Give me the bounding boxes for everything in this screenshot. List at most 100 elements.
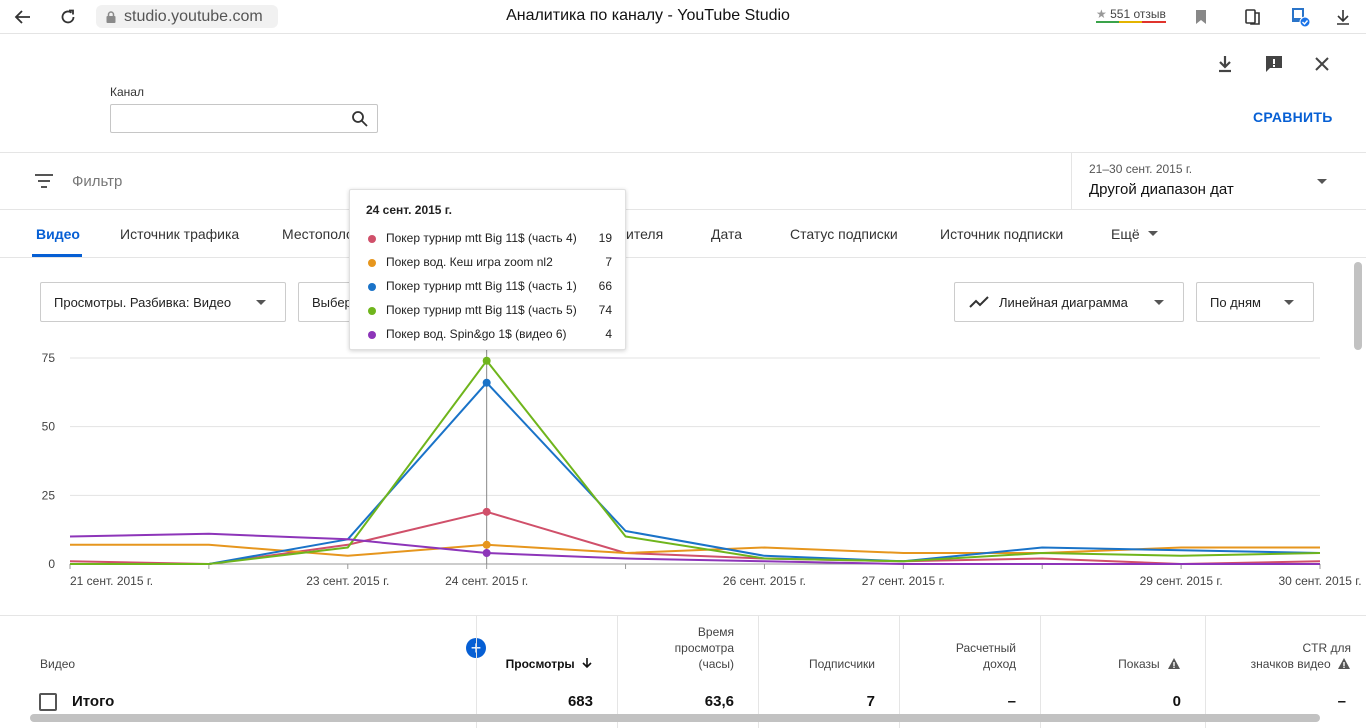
y-tick-label: 50 — [42, 420, 56, 434]
chart-type-dropdown[interactable]: Линейная диаграмма — [954, 282, 1184, 322]
granularity-dropdown[interactable]: По дням — [1196, 282, 1314, 322]
col-header-video[interactable]: Видео — [40, 657, 76, 671]
chart-grid — [70, 357, 1320, 565]
tab-viewer[interactable]: ителя — [626, 226, 664, 242]
x-tick-label: 23 сент. 2015 г. — [306, 574, 389, 588]
total-revenue: – — [1007, 693, 1016, 710]
warning-icon[interactable] — [1337, 657, 1351, 670]
col-header-impressions[interactable]: Показы — [1050, 656, 1181, 672]
metric-dropdown[interactable]: Просмотры. Разбивка: Видео — [40, 282, 286, 322]
tooltip-series-value: 19 — [598, 231, 612, 245]
tab-traffic-source[interactable]: Источник трафика — [120, 226, 240, 242]
col-header-views[interactable]: Просмотры — [486, 656, 593, 672]
date-range-label: Другой диапазон дат — [1089, 181, 1234, 198]
reviews-badge[interactable]: ★ 551 отзыв — [1096, 7, 1166, 25]
total-label: Итого — [72, 693, 115, 710]
col-header-impressions-label: Показы — [1118, 657, 1160, 671]
url-text: studio.youtube.com — [124, 7, 263, 25]
divider — [0, 209, 1366, 210]
address-bar[interactable]: studio.youtube.com — [96, 5, 278, 28]
tooltip-date: 24 сент. 2015 г. — [366, 203, 452, 217]
granularity-label: По дням — [1210, 295, 1261, 310]
line-chart-icon — [969, 296, 989, 308]
series-line — [70, 359, 1321, 565]
divider — [0, 152, 1366, 153]
series-color-dot — [368, 307, 376, 315]
filter-icon[interactable] — [33, 170, 55, 192]
back-arrow-icon[interactable] — [11, 5, 35, 29]
metric-dropdown-label: Просмотры. Разбивка: Видео — [54, 295, 232, 310]
col-header-ctr-line2: значков видео — [1215, 656, 1351, 672]
col-header-line: CTR для — [1302, 641, 1352, 655]
x-tick-label: 21 сент. 2015 г. — [70, 574, 153, 588]
series-line — [69, 510, 1321, 565]
tooltip-series-value: 7 — [605, 255, 612, 269]
y-tick-label: 0 — [48, 557, 55, 571]
col-header-watch-time[interactable]: Время просмотра (часы) — [627, 624, 734, 672]
y-tick-label: 25 — [42, 488, 56, 502]
date-range-select[interactable]: 21–30 сент. 2015 г. Другой диапазон дат — [1071, 153, 1366, 210]
x-axis-ticks: 21 сент. 2015 г. 23 сент. 2015 г. 24 сент.… — [69, 564, 1362, 588]
tab-subscription-source[interactable]: Источник подписки — [940, 226, 1064, 242]
tooltip-row: Покер вод. Spin&go 1$ (видео 6) 4 — [368, 327, 612, 343]
tab-more[interactable]: Ещё — [1111, 226, 1158, 242]
total-ctr: – — [1337, 693, 1346, 710]
filter-input[interactable]: Фильтр — [72, 173, 123, 190]
total-watch-time: 63,6 — [704, 693, 734, 710]
tooltip-series-name: Покер вод. Spin&go 1$ (видео 6) — [386, 327, 567, 341]
select-dropdown[interactable]: Выбер — [298, 282, 358, 322]
warning-icon[interactable] — [1167, 657, 1181, 670]
tab-video[interactable]: Видео — [36, 226, 80, 242]
tab-subscription-status[interactable]: Статус подписки — [790, 226, 898, 242]
compare-button[interactable]: СРАВНИТЬ — [1253, 109, 1333, 125]
search-icon[interactable] — [351, 110, 369, 128]
tooltip-series-value: 74 — [598, 303, 612, 317]
col-header-subscribers[interactable]: Подписчики — [808, 657, 875, 671]
tooltip-series-value: 66 — [598, 279, 612, 293]
series-line — [70, 381, 1321, 565]
close-icon[interactable] — [1310, 52, 1334, 76]
col-header-line: доход — [983, 657, 1016, 671]
total-row-checkbox[interactable] — [39, 693, 57, 711]
channel-search-input[interactable] — [110, 104, 378, 133]
reload-icon[interactable] — [56, 5, 80, 29]
download-icon[interactable] — [1331, 5, 1355, 29]
column-divider — [899, 616, 900, 728]
export-download-icon[interactable] — [1213, 52, 1237, 76]
column-divider — [617, 616, 618, 728]
chevron-down-icon — [1154, 300, 1164, 305]
screenshot-icon[interactable] — [1288, 5, 1312, 29]
col-header-line: (часы) — [698, 657, 734, 671]
x-tick-label: 29 сент. 2015 г. — [1140, 574, 1223, 588]
chart-tooltip: 24 сент. 2015 г. Покер турнир mtt Big 11… — [349, 189, 626, 350]
x-tick-label: 26 сент. 2015 г. — [723, 574, 806, 588]
column-divider — [476, 616, 477, 728]
horizontal-scrollbar[interactable] — [30, 714, 1320, 722]
reader-mode-icon[interactable] — [1241, 5, 1265, 29]
series-color-dot — [368, 235, 376, 243]
tab-date[interactable]: Дата — [711, 226, 743, 242]
chevron-down-icon — [1147, 231, 1158, 236]
channel-label: Канал — [110, 85, 144, 99]
y-tick-label: 75 — [42, 351, 56, 365]
line-chart[interactable]: 0 25 50 75 21 сент. 2015 г. 23 сент. 2015 г.… — [0, 340, 1366, 590]
divider — [0, 257, 1366, 258]
data-point — [482, 549, 491, 558]
feedback-icon[interactable] — [1262, 52, 1286, 76]
select-dropdown-label: Выбер — [312, 295, 352, 310]
bookmark-icon[interactable] — [1189, 5, 1213, 29]
x-tick-label: 24 сент. 2015 г. — [445, 574, 528, 588]
tooltip-series-name: Покер турнир mtt Big 11$ (часть 5) — [386, 303, 577, 317]
vertical-scrollbar[interactable] — [1354, 262, 1362, 350]
col-header-revenue[interactable]: Расчетный доход — [909, 640, 1016, 672]
divider — [0, 615, 1366, 616]
date-range-dates: 21–30 сент. 2015 г. — [1089, 162, 1193, 176]
tab-geography[interactable]: Местополо — [282, 226, 354, 242]
browser-toolbar: studio.youtube.com Аналитика по каналу -… — [0, 0, 1366, 34]
tab-more-label: Ещё — [1111, 226, 1140, 242]
col-header-ctr[interactable]: CTR для значков видео — [1215, 640, 1351, 672]
page-title: Аналитика по каналу - YouTube Studio — [506, 7, 790, 24]
x-tick-label: 27 сент. 2015 г. — [862, 574, 945, 588]
tooltip-row: Покер турнир mtt Big 11$ (часть 5) 74 — [368, 303, 612, 319]
